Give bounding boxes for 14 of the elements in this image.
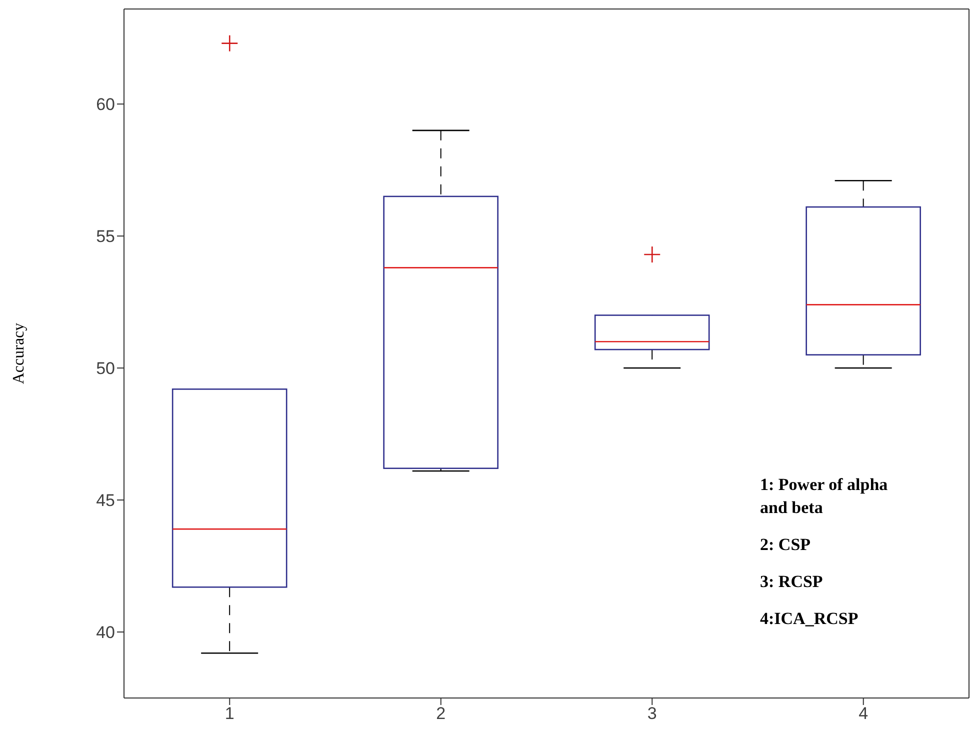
y-axis-title: Accuracy: [10, 322, 28, 384]
x-tick-label: 4: [858, 704, 868, 724]
annotation: 1: Power of alpha and beta: [760, 474, 889, 519]
y-tick-label: 40: [96, 623, 115, 642]
x-tick-label: 2: [436, 704, 446, 724]
x-tick-label: 3: [647, 704, 657, 724]
x-tick-label: 1: [224, 704, 234, 724]
annotation: 4:ICA_RCSP: [760, 608, 860, 630]
y-tick-label: 55: [96, 227, 115, 246]
annotation: 2: CSP: [760, 534, 812, 556]
y-tick-label: 50: [96, 359, 115, 378]
annotation: 3: RCSP: [760, 571, 824, 593]
y-tick-label: 45: [96, 491, 115, 510]
y-tick-label: 60: [96, 95, 115, 114]
